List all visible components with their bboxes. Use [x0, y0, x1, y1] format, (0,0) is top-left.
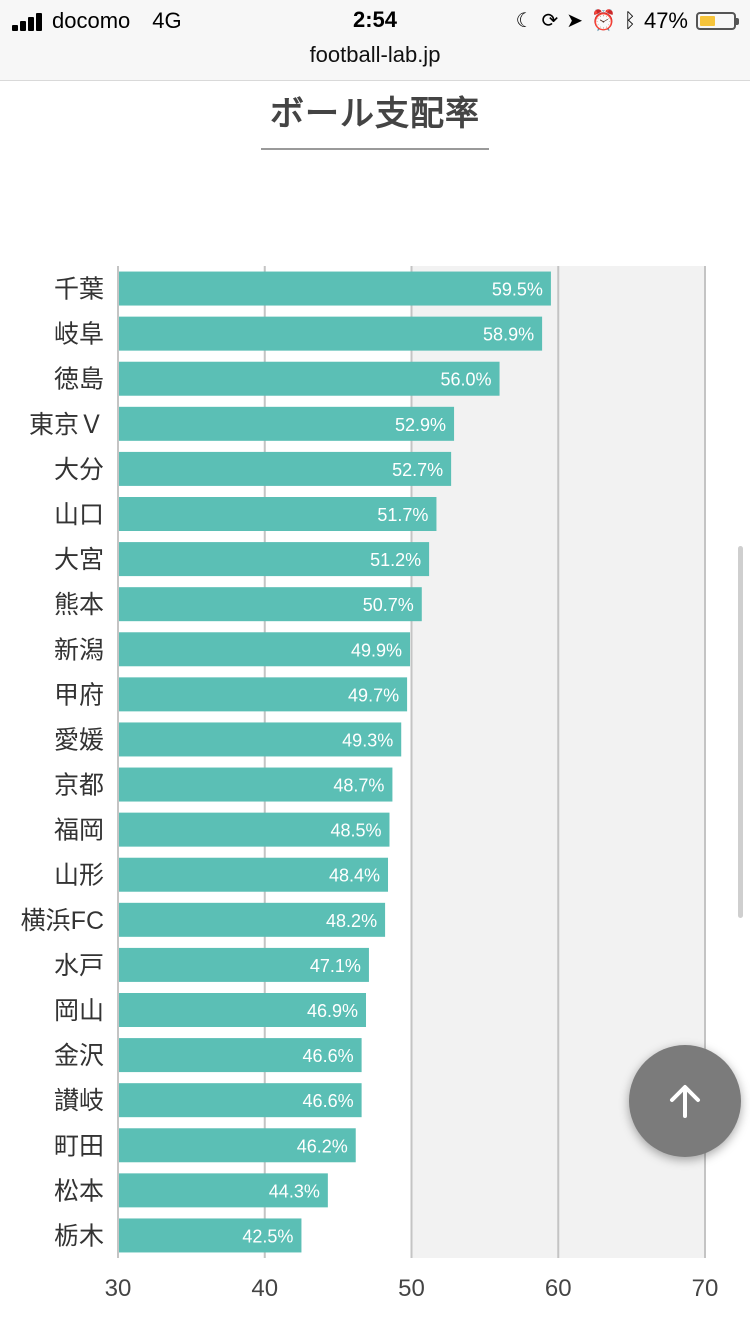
value-label: 49.9% — [351, 640, 402, 660]
alarm-icon: ⏰ — [591, 10, 616, 32]
value-label: 49.7% — [348, 685, 399, 705]
status-bar-left: docomo 4G — [12, 8, 182, 34]
value-label: 51.2% — [370, 550, 421, 570]
category-label: 町田 — [54, 1132, 104, 1160]
scroll-indicator[interactable] — [738, 546, 743, 918]
value-label: 59.5% — [492, 280, 543, 300]
bar — [119, 361, 500, 396]
bar — [119, 1218, 302, 1253]
title-underline — [261, 148, 489, 150]
bar — [119, 451, 452, 486]
value-label: 46.6% — [303, 1046, 354, 1066]
category-label: 水戸 — [54, 952, 104, 980]
bluetooth-icon: ᛒ — [623, 10, 636, 32]
value-label: 46.2% — [297, 1136, 348, 1156]
category-label: 千葉 — [54, 276, 104, 304]
category-label: 横浜FC — [21, 907, 104, 935]
category-label: 岡山 — [54, 997, 104, 1025]
bar — [119, 632, 411, 667]
bar — [119, 497, 437, 531]
battery-icon — [696, 12, 739, 30]
category-label: 徳島 — [54, 366, 104, 394]
category-label: 大分 — [54, 456, 104, 484]
value-label: 46.6% — [303, 1091, 354, 1111]
category-label: 甲府 — [54, 681, 104, 709]
bar — [119, 1083, 362, 1118]
status-time: 2:54 — [352, 7, 398, 32]
category-label: 栃木 — [54, 1222, 104, 1250]
arrow-up-icon — [670, 1085, 700, 1118]
value-label: 48.7% — [333, 776, 384, 796]
bar — [119, 587, 422, 622]
moon-icon: ☾ — [515, 10, 534, 32]
location-icon: ➤ — [566, 10, 584, 32]
bar — [119, 857, 389, 892]
bar — [119, 902, 386, 937]
value-label: 47.1% — [310, 956, 361, 976]
x-tick-label: 40 — [251, 1275, 278, 1302]
category-label: 京都 — [54, 772, 104, 800]
x-tick-label: 60 — [545, 1275, 572, 1302]
x-tick-label: 70 — [692, 1275, 719, 1302]
bar — [119, 271, 551, 306]
value-label: 46.9% — [307, 1001, 358, 1021]
category-label: 福岡 — [54, 817, 104, 845]
bar — [119, 542, 430, 577]
bar — [119, 1128, 356, 1163]
scroll-to-top-button[interactable] — [629, 1045, 741, 1157]
url-bar[interactable]: football-lab.jp — [309, 42, 441, 67]
bar — [119, 767, 393, 802]
status-bar: docomo 4G 2:54 ☾ ⟳ ➤ ⏰ ᛒ 47% football-la… — [0, 0, 750, 81]
battery-percent: 47% — [643, 8, 688, 33]
network-type: 4G — [152, 8, 182, 33]
value-label: 48.4% — [329, 866, 380, 886]
bar — [119, 677, 408, 712]
signal-icon — [12, 11, 42, 31]
bar — [119, 947, 369, 982]
value-label: 51.7% — [377, 505, 428, 525]
category-label: 山口 — [54, 501, 104, 529]
category-label: 山形 — [54, 862, 104, 890]
value-label: 56.0% — [441, 370, 492, 390]
value-label: 49.3% — [342, 730, 393, 750]
value-label: 48.2% — [326, 911, 377, 931]
carrier-name: docomo — [52, 8, 131, 33]
value-label: 52.7% — [392, 460, 443, 480]
value-label: 48.5% — [330, 821, 381, 841]
category-label: 大宮 — [54, 546, 104, 574]
value-label: 52.9% — [395, 415, 446, 435]
bar — [119, 1173, 328, 1208]
bar — [119, 722, 402, 757]
battery-level — [700, 16, 716, 26]
category-label: 新潟 — [54, 636, 104, 664]
category-label: 金沢 — [54, 1042, 104, 1070]
bar — [119, 1038, 362, 1073]
bar — [119, 406, 455, 441]
value-label: 50.7% — [363, 595, 414, 615]
page-title: ボール支配率 — [270, 95, 480, 133]
bar — [119, 993, 367, 1027]
possession-chart: 千葉 59.5% 岐阜 58.9% 徳島 56.0% 東京Ｖ 52.9% 大分 52.7% 山口 51… — [21, 266, 719, 1302]
bar — [119, 316, 543, 351]
status-bar-right: ☾ ⟳ ➤ ⏰ ᛒ 47% — [515, 7, 739, 35]
value-label: 44.3% — [269, 1181, 320, 1201]
category-label: 熊本 — [54, 591, 104, 619]
category-label: 東京Ｖ — [29, 411, 104, 439]
rotation-lock-icon: ⟳ — [541, 10, 559, 32]
category-label: 讃岐 — [54, 1087, 104, 1115]
x-tick-label: 50 — [398, 1275, 425, 1302]
category-label: 岐阜 — [54, 321, 104, 349]
value-label: 58.9% — [483, 325, 534, 345]
category-label: 松本 — [54, 1177, 104, 1205]
category-label: 愛媛 — [54, 726, 104, 754]
x-tick-label: 30 — [105, 1275, 132, 1302]
value-label: 42.5% — [242, 1226, 293, 1246]
bar — [119, 812, 390, 847]
